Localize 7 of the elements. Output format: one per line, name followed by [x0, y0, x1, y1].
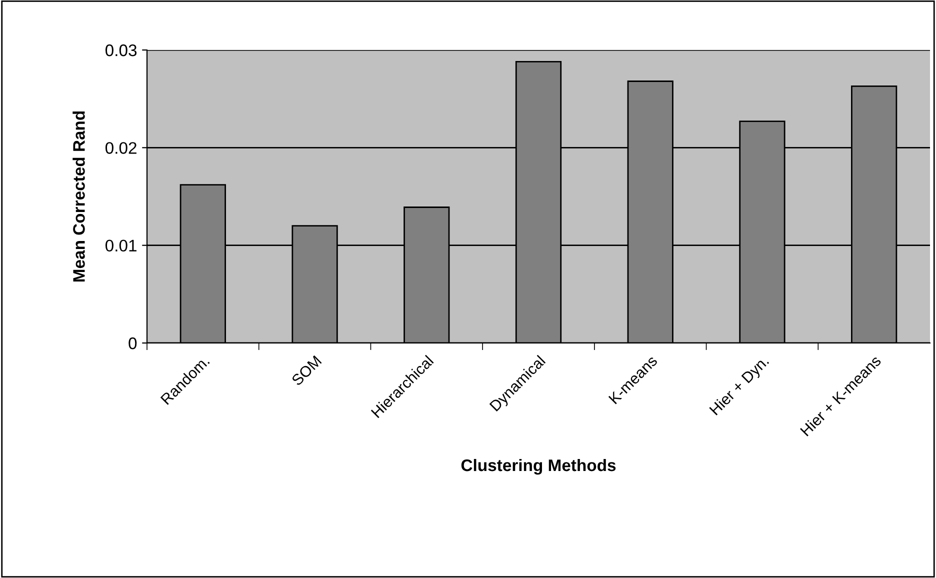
y-tick-label: 0.01 [105, 240, 136, 252]
y-tick-label: 0.03 [105, 44, 137, 56]
y-tick-label: 0.02 [105, 142, 136, 154]
x-tick-label: Hier + Dyn. [708, 355, 772, 418]
y-axis-title: Mean Corrected Rand [72, 111, 85, 282]
x-axis-title: Clustering Methods [461, 458, 616, 475]
y-tick-label: 0 [128, 337, 137, 350]
